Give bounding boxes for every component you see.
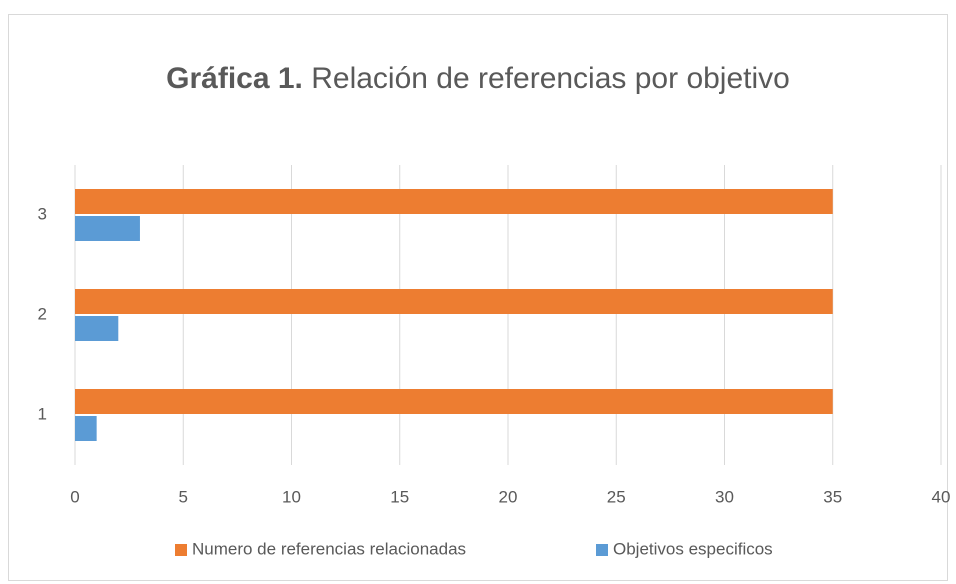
x-tick-label: 0: [70, 487, 79, 506]
x-tick-label: 20: [499, 487, 518, 506]
x-tick-label: 5: [179, 487, 188, 506]
x-tick-label: 30: [715, 487, 734, 506]
y-tick-label: 2: [38, 304, 47, 323]
bar: [75, 416, 97, 441]
bar: [75, 316, 119, 341]
legend-swatch: [175, 544, 187, 556]
x-tick-label: 40: [932, 487, 951, 506]
x-tick-label: 10: [282, 487, 301, 506]
y-tick-label: 1: [38, 404, 47, 423]
legend-label: Objetivos especificos: [613, 539, 773, 558]
title-text: Relación de referencias por objetivo: [311, 62, 790, 95]
legend-swatch: [596, 544, 608, 556]
x-tick-label: 35: [823, 487, 842, 506]
legend-label: Numero de referencias relacionadas: [192, 539, 466, 558]
bar: [75, 289, 833, 314]
title-bold: Gráfica 1.: [166, 62, 303, 95]
y-tick-label: 3: [38, 204, 47, 223]
bar: [75, 189, 833, 214]
chart-title: Gráfica 1. Relación de referencias por o…: [166, 62, 790, 95]
bar: [75, 216, 140, 241]
bar: [75, 389, 833, 414]
x-tick-label: 15: [390, 487, 409, 506]
x-tick-label: 25: [607, 487, 626, 506]
